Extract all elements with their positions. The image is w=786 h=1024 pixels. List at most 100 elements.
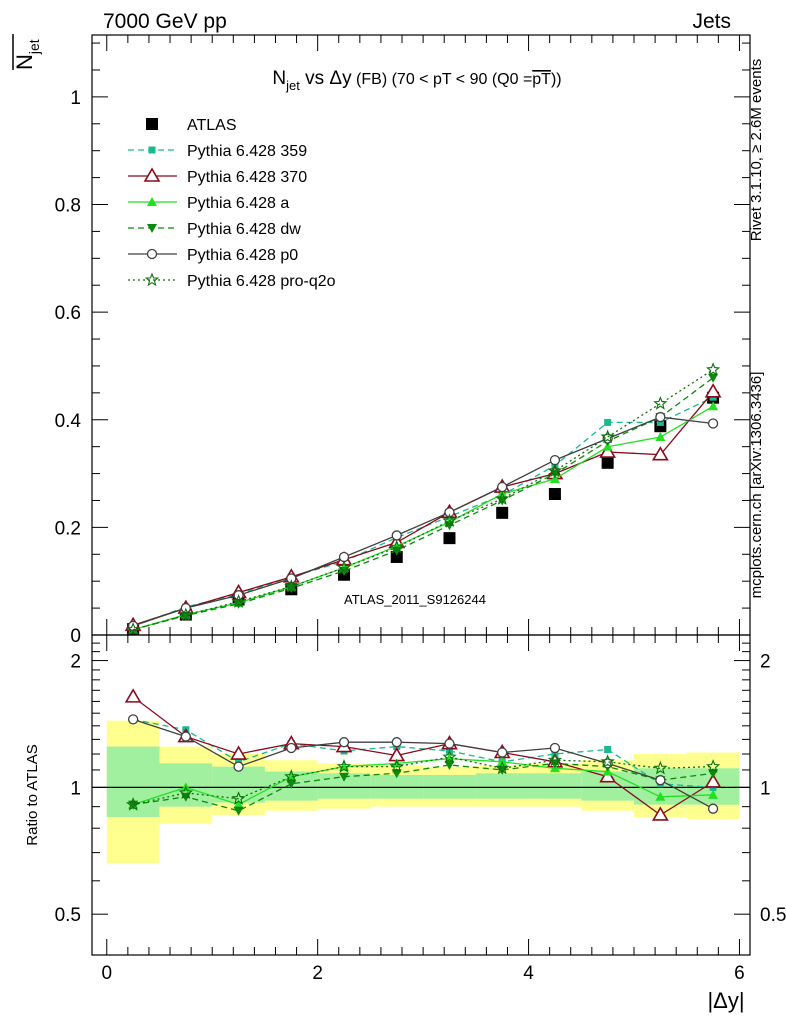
header-left: 7000 GeV pp — [103, 10, 227, 33]
ratio-line — [132, 718, 714, 810]
ratio-point — [127, 714, 139, 725]
ratio-band-inner — [528, 773, 582, 799]
data-point — [443, 532, 456, 545]
title-n: N — [272, 68, 286, 89]
ratio-line — [132, 696, 714, 816]
ratio-point — [391, 758, 402, 768]
ratio-series-pythia-6-428-p0 — [127, 714, 719, 814]
legend-entry-atlas: ATLAS — [146, 117, 237, 134]
y-tick-label: 0 — [70, 626, 81, 647]
ratio-point — [705, 759, 721, 773]
ratio-y-tick-label-right: 2 — [760, 652, 771, 673]
data-point — [389, 539, 404, 554]
data-point — [495, 491, 510, 505]
ratio-point — [391, 769, 402, 779]
ratio-point — [604, 746, 612, 754]
y-axis-label-sub: jet — [26, 39, 42, 55]
legend-label: Pythia 6.428 pro-q2o — [187, 273, 336, 290]
ratio-point — [444, 738, 455, 749]
data-point — [600, 429, 615, 444]
data-point — [601, 456, 614, 469]
ratio-band-inner — [212, 766, 265, 803]
data-point — [653, 396, 668, 410]
legend-marker — [144, 272, 160, 287]
y-tick-label: 0.2 — [55, 518, 81, 539]
ratio-point — [444, 753, 455, 763]
ratio-line — [133, 762, 714, 812]
data-point — [604, 418, 612, 426]
ratio-point — [339, 772, 350, 782]
ratio-point — [389, 759, 404, 773]
chart-title: Njet vs Δy (FB) (70 < pT < 90 (Q0 =pT)) — [272, 68, 561, 93]
y-tick-label: 0.4 — [55, 411, 82, 432]
data-point — [284, 579, 299, 593]
mcplots-label: mcplots.cern.ch [arXiv:1306.3436] — [748, 372, 765, 599]
data-point — [656, 418, 664, 426]
ratio-frame — [91, 634, 751, 956]
ratio-point — [549, 742, 561, 754]
ratio-point — [444, 761, 455, 771]
ratio-line — [132, 758, 714, 806]
ratio-point — [495, 760, 510, 775]
data-point — [599, 443, 617, 458]
ratio-point — [655, 775, 666, 786]
ratio-point — [704, 773, 722, 788]
data-point — [178, 607, 194, 622]
ratio-point — [655, 791, 666, 801]
ratio-y-tick-label-right: 0.5 — [760, 905, 786, 926]
legend-label: Pythia 6.428 359 — [187, 143, 307, 160]
ratio-point — [178, 785, 194, 800]
ratio-point — [233, 799, 244, 809]
legend-label: Pythia 6.428 a — [187, 195, 289, 212]
title-pt: pT — [532, 71, 551, 88]
ratio-point — [707, 803, 719, 814]
legend-marker — [146, 118, 158, 130]
ratio-point — [286, 779, 297, 789]
rivet-label: Rivet 3.1.10, ≥ 2.6M events — [748, 59, 765, 242]
ratio-point — [708, 789, 719, 799]
ratio-plot: Ratio to ATLAS 0 2 4 6 0.5 0.5 1 1 2 2 — [24, 634, 786, 984]
data-point — [548, 488, 561, 501]
ratio-y-tick-label-right: 1 — [760, 778, 771, 799]
legend-entry-pythia-6-428-dw: Pythia 6.428 dw — [128, 221, 301, 238]
ratio-point — [442, 749, 457, 764]
legend-entry-pythia-6-428-359: Pythia 6.428 359 — [128, 143, 307, 160]
ratio-y-tick-label: 1 — [70, 778, 81, 799]
ratio-point — [125, 797, 141, 811]
data-point — [655, 411, 666, 423]
y-tick-label: 1 — [70, 88, 81, 109]
series-line — [132, 416, 714, 627]
legend-label: Pythia 6.428 p0 — [187, 247, 298, 264]
series-line — [132, 396, 714, 628]
ratio-y-tick-label: 2 — [70, 652, 81, 673]
title-close: )) — [551, 71, 562, 88]
y-axis-label-letter: N — [12, 54, 37, 70]
ratio-point — [599, 768, 617, 783]
legend-entry-pythia-6-428-pro-q2o: Pythia 6.428 pro-q2o — [128, 272, 336, 290]
series-line — [132, 377, 714, 631]
title-jet-sub: jet — [285, 78, 300, 93]
legend-label: Pythia 6.428 370 — [187, 169, 307, 186]
ratio-point — [231, 791, 246, 805]
data-point — [231, 594, 246, 608]
ratio-point — [180, 731, 191, 742]
ratio-point — [233, 761, 244, 772]
title-dy: Δy — [329, 68, 352, 89]
ratio-point — [286, 742, 297, 754]
legend-entry-pythia-6-428-a: Pythia 6.428 a — [128, 195, 289, 212]
ratio-point — [391, 737, 402, 748]
ratio-point — [284, 769, 299, 783]
main-plot: Njet vs Δy (FB) (70 < pT < 90 (Q0 =pT)) … — [55, 34, 751, 647]
series-pythia-6-428-pro-q2o — [125, 362, 721, 636]
x-tick-label: 4 — [523, 963, 534, 984]
ratio-point — [233, 806, 244, 816]
legend-marker — [143, 167, 161, 182]
data-point — [442, 513, 457, 528]
ratio-point — [653, 760, 668, 775]
series-line — [132, 391, 714, 626]
legend-label: Pythia 6.428 dw — [187, 221, 301, 238]
ratio-point — [497, 747, 508, 758]
legend-marker — [147, 197, 157, 206]
data-point — [704, 383, 722, 398]
